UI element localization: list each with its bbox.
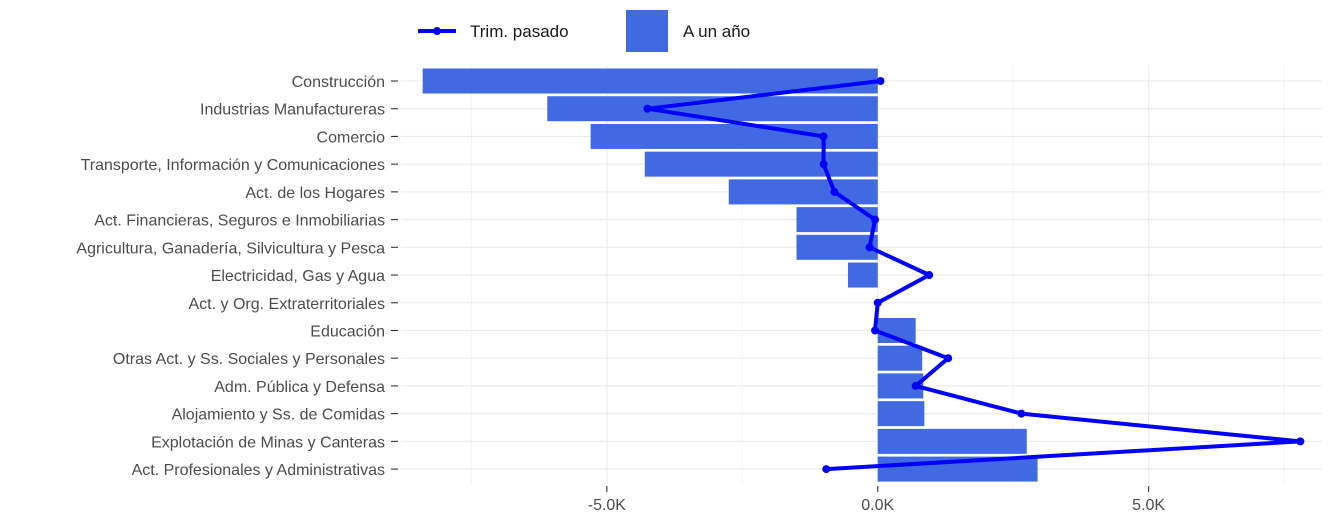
series-point: [1296, 437, 1305, 446]
series-point: [911, 381, 920, 390]
bar: [877, 401, 925, 427]
y-tick-label: Industrias Manufactureras: [200, 102, 385, 119]
bar: [877, 345, 923, 371]
series-point: [865, 243, 874, 252]
series-point: [819, 132, 828, 141]
x-tick-label: 5.0K: [1132, 497, 1165, 514]
bar: [847, 262, 878, 288]
y-tick-label: Agricultura, Ganadería, Silvicultura y P…: [76, 240, 385, 257]
y-tick-label: Explotación de Minas y Canteras: [151, 434, 385, 451]
series-point: [830, 187, 839, 196]
bar: [590, 123, 878, 149]
y-tick-label: Transporte, Información y Comunicaciones: [81, 157, 385, 174]
y-tick-label: Act. de los Hogares: [245, 185, 385, 202]
series-point: [819, 160, 828, 169]
x-tick-label: 0.0K: [861, 497, 894, 514]
bars: [422, 68, 1038, 482]
series-point: [944, 354, 953, 363]
series-point: [1017, 409, 1026, 418]
legend-label-line: Trim. pasado: [470, 22, 569, 41]
y-tick-label: Act. Profesionales y Administrativas: [132, 462, 385, 479]
y-tick-label: Alojamiento y Ss. de Comidas: [172, 407, 385, 424]
y-tick-label: Comercio: [317, 129, 386, 146]
series-point: [871, 215, 880, 224]
legend-bar-swatch: [626, 10, 668, 52]
line-series: [643, 77, 1305, 474]
bar: [644, 151, 878, 177]
x-axis: -5.0K 0.0K 5.0K: [588, 486, 1165, 514]
y-tick-label: Act. Financieras, Seguros e Inmobiliaria…: [94, 213, 385, 230]
y-tick-label: Act. y Org. Extraterritoriales: [189, 296, 386, 313]
bar: [796, 234, 878, 260]
series-point: [876, 77, 885, 85]
bar: [877, 428, 1027, 454]
y-axis: Construcción Industrias Manufactureras Com…: [76, 74, 398, 479]
y-tick-label: Otras Act. y Ss. Sociales y Personales: [113, 351, 385, 368]
legend-line-marker: [433, 27, 441, 35]
legend: Trim. pasado A un año: [418, 10, 750, 52]
legend-label-bar: A un año: [683, 22, 750, 41]
x-tick-label: -5.0K: [588, 497, 627, 514]
y-tick-label: Electricidad, Gas y Agua: [211, 268, 385, 285]
series-point: [873, 298, 882, 307]
bar: [728, 179, 878, 205]
series-point: [822, 465, 831, 474]
series-point: [643, 104, 652, 113]
y-tick-label: Adm. Pública y Defensa: [214, 379, 385, 396]
y-tick-label: Educación: [310, 323, 385, 340]
y-tick-label: Construcción: [292, 74, 385, 91]
series-point: [925, 271, 934, 280]
series-point: [871, 326, 880, 335]
